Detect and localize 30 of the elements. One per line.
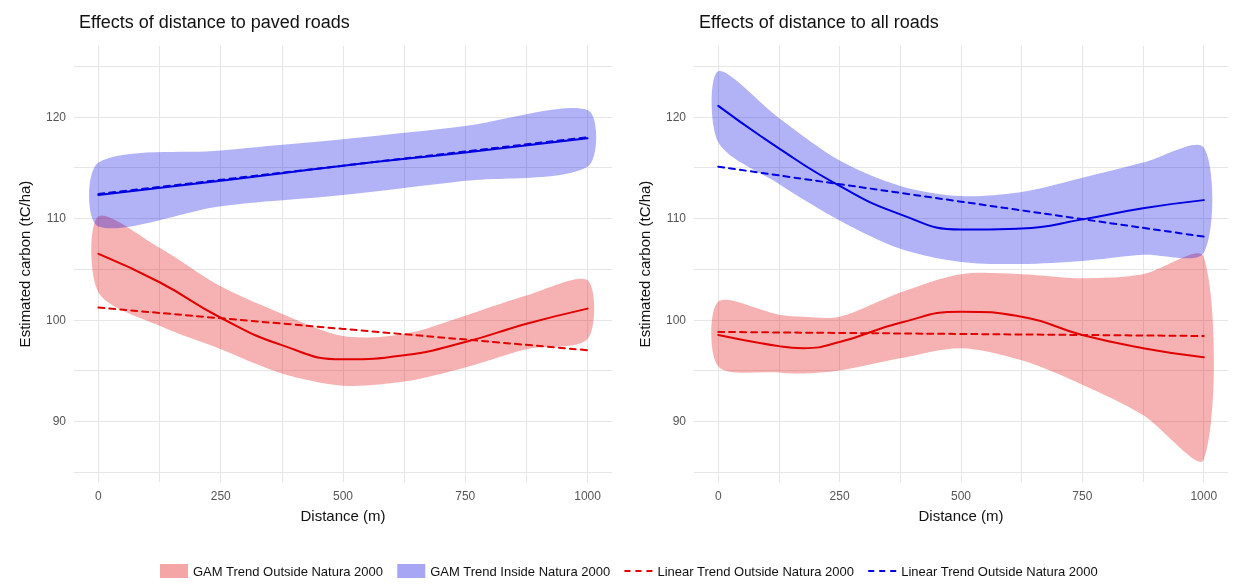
x-tick-label: 750 — [455, 489, 476, 503]
x-axis-title: Distance (m) — [918, 507, 1004, 524]
line-series — [97, 252, 589, 361]
x-tick-label: 1000 — [574, 489, 602, 503]
x-tick-label: 1000 — [1190, 489, 1218, 503]
legend-label: Linear Trend Outside Natura 2000 — [657, 563, 854, 579]
legend-label: Linear Trend Outside Natura 2000 — [901, 563, 1098, 579]
x-tick-label: 500 — [950, 489, 972, 503]
y-axis-title: Estimated carbon (tC/ha) — [16, 180, 33, 348]
y-tick-label: 120 — [45, 109, 67, 124]
y-tick-label: 90 — [672, 414, 687, 429]
y-tick-label: 110 — [46, 211, 67, 226]
y-tick-label: 120 — [665, 109, 687, 124]
legend-label: GAM Trend Inside Natura 2000 — [430, 563, 611, 579]
y-tick-label: 100 — [665, 312, 687, 327]
x-tick-label: 750 — [1072, 489, 1093, 503]
x-tick-label: 250 — [210, 489, 232, 503]
y-tick-label: 100 — [45, 312, 67, 327]
chart-title: Effects of distance to paved roads — [79, 12, 350, 32]
x-tick-label: 250 — [829, 489, 850, 503]
y-tick-label: 90 — [52, 414, 67, 429]
x-tick-label: 0 — [95, 489, 103, 503]
y-tick-label: 110 — [666, 211, 687, 226]
x-tick-label: 0 — [714, 489, 722, 503]
x-axis-title: Distance (m) — [300, 507, 386, 524]
y-axis-title: Estimated carbon (tC/ha) — [636, 180, 653, 348]
x-tick-label: 500 — [332, 489, 354, 503]
chart-title: Effects of distance to all roads — [699, 12, 939, 32]
legend-label: GAM Trend Outside Natura 2000 — [192, 563, 384, 579]
line-series — [717, 310, 1205, 359]
